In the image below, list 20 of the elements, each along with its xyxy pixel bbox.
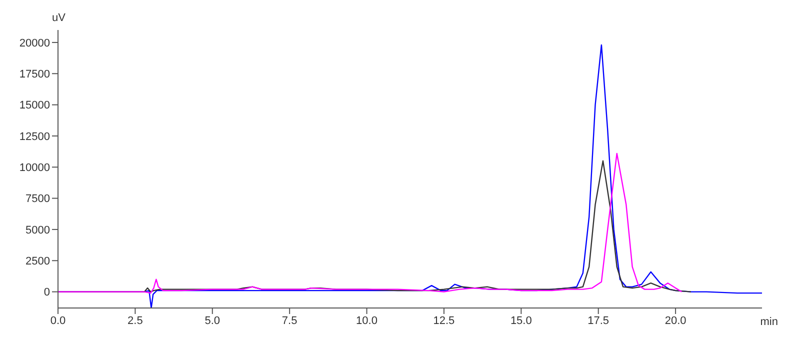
y-tick-label: 15000 [19,100,50,112]
x-tick-label: 10.0 [356,314,378,327]
y-tick-label: 17500 [19,68,50,81]
y-axis-title: uV [52,12,66,24]
x-tick-label: 15.0 [510,314,532,327]
y-tick-label: 5000 [26,224,50,236]
y-tick-label: 12500 [19,130,50,143]
y-tick-label: 2500 [26,256,50,268]
y-tick-label: 0 [44,286,50,299]
x-tick-label: 17.5 [588,314,610,327]
x-tick-label: 7.5 [282,314,298,327]
x-tick-label: 12.5 [433,314,455,327]
x-tick-label: 0.0 [50,314,66,327]
y-tick-label: 7500 [26,193,50,206]
x-axis-title: min [760,316,778,328]
x-tick-label: 20.0 [664,314,686,327]
y-tick-label: 20000 [19,37,50,50]
x-tick-label: 5.0 [204,314,220,327]
x-tick-label: 2.5 [128,314,143,327]
y-tick-label: 10000 [19,162,50,174]
